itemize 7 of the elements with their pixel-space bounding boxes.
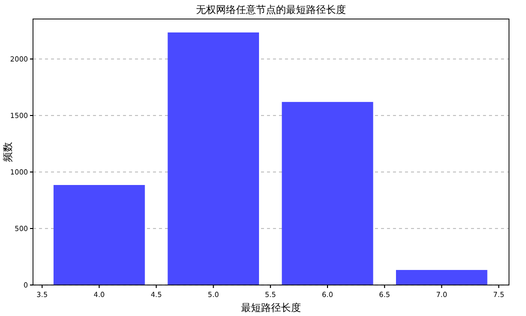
chart-title: 无权网络任意节点的最短路径长度	[196, 4, 346, 16]
bar	[282, 102, 374, 285]
bar	[54, 184, 145, 285]
bar	[168, 32, 260, 285]
y-axis-title: 频数	[2, 142, 14, 162]
bar	[396, 270, 488, 285]
x-axis-title: 最短路径长度	[241, 302, 301, 314]
